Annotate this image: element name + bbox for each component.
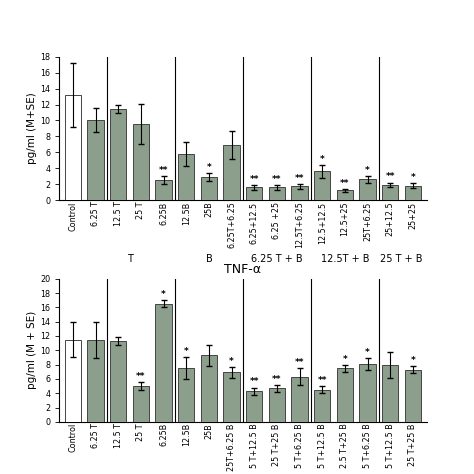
Bar	[314, 172, 330, 200]
Text: 6.25 T + B: 6.25 T + B	[251, 255, 303, 264]
Bar	[201, 177, 217, 200]
Text: **: **	[318, 376, 327, 385]
Bar	[337, 368, 353, 422]
Bar	[110, 109, 127, 200]
Text: *: *	[229, 356, 234, 365]
Bar	[155, 180, 172, 200]
Bar	[405, 186, 421, 200]
Text: **: **	[295, 358, 304, 367]
Text: **: **	[340, 179, 350, 188]
Bar	[405, 370, 421, 422]
Bar	[223, 373, 240, 422]
Text: *: *	[365, 348, 370, 357]
Text: *: *	[161, 290, 166, 299]
Text: **: **	[295, 174, 304, 183]
Bar	[246, 391, 263, 422]
Text: B: B	[206, 255, 212, 264]
Bar	[292, 186, 308, 200]
Text: *: *	[365, 166, 370, 175]
Bar	[223, 145, 240, 200]
Text: **: **	[385, 173, 395, 182]
Bar	[269, 388, 285, 422]
Bar	[382, 185, 399, 200]
Bar	[359, 179, 376, 200]
Bar	[87, 340, 104, 422]
Bar	[133, 124, 149, 200]
Text: *: *	[320, 155, 325, 164]
Bar	[337, 191, 353, 200]
Text: T: T	[127, 255, 132, 264]
Bar	[269, 187, 285, 200]
Bar	[87, 120, 104, 200]
Bar	[64, 339, 81, 422]
Text: **: **	[249, 175, 259, 184]
Text: *: *	[410, 356, 415, 365]
Y-axis label: pg/ml (M+SE): pg/ml (M+SE)	[27, 92, 37, 164]
Text: **: **	[136, 373, 146, 382]
Text: **: **	[159, 166, 168, 175]
Text: **: **	[272, 175, 282, 184]
Bar	[292, 377, 308, 422]
Bar	[201, 356, 217, 422]
Bar	[382, 365, 399, 422]
Bar	[178, 368, 194, 422]
Title: TNF-α: TNF-α	[224, 263, 262, 276]
Bar	[359, 364, 376, 422]
Bar	[178, 154, 194, 200]
Text: 25 T + B: 25 T + B	[381, 255, 423, 264]
Text: 12.5T + B: 12.5T + B	[321, 255, 369, 264]
Text: *: *	[410, 173, 415, 182]
Text: **: **	[249, 377, 259, 386]
Bar	[110, 341, 127, 422]
Bar	[155, 304, 172, 422]
Bar	[133, 386, 149, 422]
Text: *: *	[207, 163, 211, 172]
Bar	[246, 187, 263, 200]
Text: **: **	[272, 374, 282, 383]
Bar	[64, 95, 81, 200]
Y-axis label: pg/ml (M + SE): pg/ml (M + SE)	[27, 311, 37, 390]
Text: *: *	[184, 347, 189, 356]
Text: *: *	[343, 355, 347, 364]
Bar	[314, 390, 330, 422]
